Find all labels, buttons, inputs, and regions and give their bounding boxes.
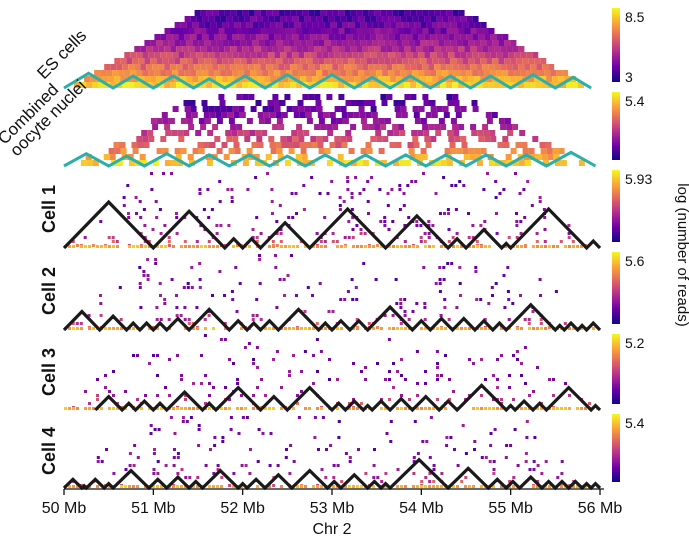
x-tick-label: 56 Mb bbox=[578, 500, 623, 517]
x-tick-label: 53 Mb bbox=[310, 500, 355, 517]
colorbar-tick-label: 8.5 bbox=[625, 9, 645, 25]
panel-label-text: Cell 2 bbox=[39, 267, 59, 315]
panel-label-cell1: Cell 1 bbox=[39, 185, 59, 233]
tad-boundary-line-cell2 bbox=[62, 302, 602, 333]
panel-cell1: Cell 1 5.93 bbox=[39, 170, 652, 251]
panel-es: ES cells 8.5 3 bbox=[33, 8, 645, 90]
heatmap-pixels-es bbox=[74, 10, 584, 88]
colorbar-tick-label: 3 bbox=[625, 69, 633, 85]
x-tick-label: 50 Mb bbox=[42, 500, 87, 517]
colorbar-es bbox=[612, 8, 620, 82]
tad-boundary-line-cell1 bbox=[62, 199, 602, 251]
panel-cell3: Cell 3 5.2 bbox=[39, 334, 645, 413]
panel-label-cell2: Cell 2 bbox=[39, 267, 59, 315]
panel-label-cell4: Cell 4 bbox=[39, 427, 59, 475]
tad-boundary-line-es bbox=[63, 71, 592, 90]
panel-label-text: Cell 3 bbox=[39, 348, 59, 396]
x-tick-label: 52 Mb bbox=[220, 500, 265, 517]
colorbar-oocyte bbox=[612, 92, 620, 160]
panel-label-text: Cell 4 bbox=[39, 427, 59, 475]
colorbar-cell2 bbox=[612, 252, 620, 324]
colorbar-cell4 bbox=[612, 414, 620, 482]
heatmap-pixels-oocyte bbox=[80, 94, 585, 166]
colorbar-tick-label: 5.2 bbox=[625, 335, 645, 351]
colorbar-cell1 bbox=[612, 170, 620, 242]
colorbar-cell3 bbox=[612, 334, 620, 404]
x-axis-label: Chr 2 bbox=[312, 521, 351, 538]
x-tick-label: 51 Mb bbox=[131, 500, 176, 517]
colorbar-title: log (number of reads) bbox=[674, 183, 689, 326]
panel-label-text: ES cells bbox=[33, 26, 90, 83]
panel-label-es: ES cells bbox=[33, 26, 90, 83]
heatmap-pixels-cell3 bbox=[64, 334, 599, 410]
x-tick-label: 54 Mb bbox=[399, 500, 444, 517]
colorbar-tick-label: 5.6 bbox=[625, 253, 645, 269]
heatmap-pixels-cell4 bbox=[64, 416, 599, 488]
panel-label-cell3: Cell 3 bbox=[39, 348, 59, 396]
colorbar-tick-label: 5.93 bbox=[625, 171, 652, 187]
panel-cell2: Cell 2 5.6 bbox=[39, 252, 645, 333]
x-axis: 50 Mb 51 Mb 52 Mb 53 Mb 54 Mb 55 Mb 56 Mb Chr … bbox=[42, 488, 623, 538]
colorbar-tick-label: 5.4 bbox=[625, 93, 645, 109]
panel-cell4: Cell 4 5.4 bbox=[39, 414, 645, 491]
x-tick-label: 55 Mb bbox=[488, 500, 533, 517]
tad-boundary-line-oocyte bbox=[63, 150, 597, 168]
colorbar-tick-label: 5.4 bbox=[625, 415, 645, 431]
tad-boundary-line-cell4 bbox=[62, 457, 602, 491]
panel-label-text: Cell 1 bbox=[39, 185, 59, 233]
tad-boundary-line-cell3 bbox=[94, 383, 602, 413]
